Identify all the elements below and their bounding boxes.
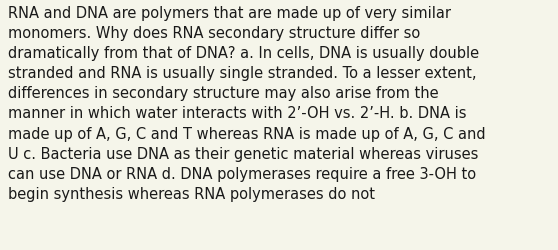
Text: RNA and DNA are polymers that are made up of very similar
monomers. Why does RNA: RNA and DNA are polymers that are made u… xyxy=(8,6,486,201)
